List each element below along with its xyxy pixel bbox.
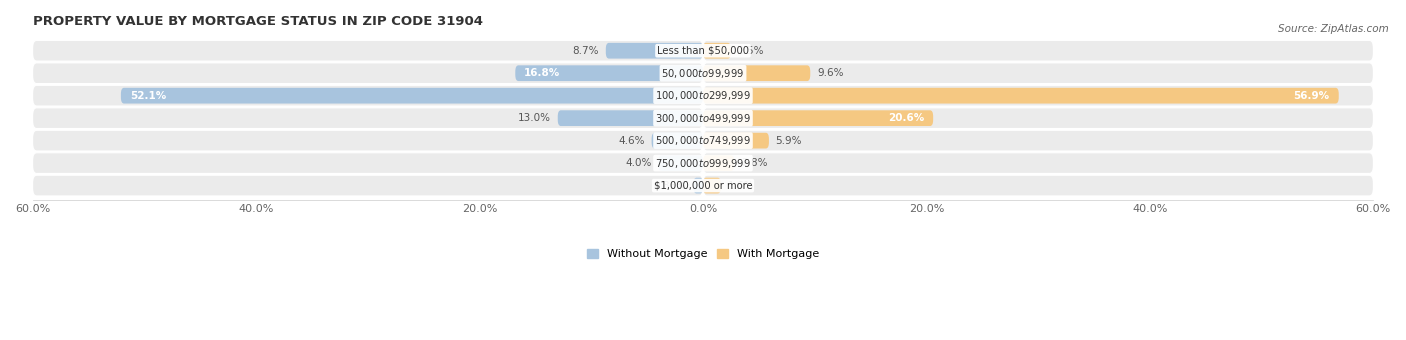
- FancyBboxPatch shape: [658, 155, 703, 171]
- Text: 56.9%: 56.9%: [1294, 91, 1330, 101]
- Text: $50,000 to $99,999: $50,000 to $99,999: [661, 67, 745, 80]
- FancyBboxPatch shape: [32, 63, 703, 84]
- Text: 2.8%: 2.8%: [741, 158, 768, 168]
- FancyBboxPatch shape: [703, 133, 769, 149]
- FancyBboxPatch shape: [651, 133, 703, 149]
- Text: $100,000 to $299,999: $100,000 to $299,999: [655, 89, 751, 102]
- FancyBboxPatch shape: [606, 43, 703, 58]
- FancyBboxPatch shape: [703, 43, 731, 58]
- Text: Source: ZipAtlas.com: Source: ZipAtlas.com: [1278, 24, 1389, 34]
- Text: 52.1%: 52.1%: [129, 91, 166, 101]
- FancyBboxPatch shape: [32, 153, 703, 173]
- FancyBboxPatch shape: [121, 88, 703, 104]
- Text: 2.5%: 2.5%: [738, 46, 763, 56]
- Text: 4.6%: 4.6%: [619, 136, 645, 146]
- Text: $1,000,000 or more: $1,000,000 or more: [654, 181, 752, 191]
- FancyBboxPatch shape: [703, 108, 1374, 129]
- FancyBboxPatch shape: [558, 110, 703, 126]
- FancyBboxPatch shape: [703, 175, 1374, 196]
- Legend: Without Mortgage, With Mortgage: Without Mortgage, With Mortgage: [582, 244, 824, 264]
- FancyBboxPatch shape: [703, 65, 810, 81]
- Text: 20.6%: 20.6%: [889, 113, 924, 123]
- Text: $750,000 to $999,999: $750,000 to $999,999: [655, 157, 751, 170]
- FancyBboxPatch shape: [703, 130, 1374, 151]
- Text: 1.6%: 1.6%: [727, 181, 754, 191]
- Text: 13.0%: 13.0%: [517, 113, 551, 123]
- FancyBboxPatch shape: [703, 63, 1374, 84]
- FancyBboxPatch shape: [703, 88, 1339, 104]
- Text: $500,000 to $749,999: $500,000 to $749,999: [655, 134, 751, 147]
- Text: 5.9%: 5.9%: [776, 136, 803, 146]
- Text: PROPERTY VALUE BY MORTGAGE STATUS IN ZIP CODE 31904: PROPERTY VALUE BY MORTGAGE STATUS IN ZIP…: [32, 15, 482, 28]
- Text: $300,000 to $499,999: $300,000 to $499,999: [655, 112, 751, 125]
- Text: 16.8%: 16.8%: [524, 68, 561, 78]
- FancyBboxPatch shape: [693, 178, 703, 193]
- FancyBboxPatch shape: [32, 85, 703, 106]
- FancyBboxPatch shape: [32, 130, 703, 151]
- Text: 4.0%: 4.0%: [626, 158, 651, 168]
- FancyBboxPatch shape: [703, 155, 734, 171]
- FancyBboxPatch shape: [32, 175, 703, 196]
- Text: 9.6%: 9.6%: [817, 68, 844, 78]
- FancyBboxPatch shape: [32, 108, 703, 129]
- Text: Less than $50,000: Less than $50,000: [657, 46, 749, 56]
- FancyBboxPatch shape: [703, 110, 934, 126]
- FancyBboxPatch shape: [515, 65, 703, 81]
- FancyBboxPatch shape: [703, 178, 721, 193]
- FancyBboxPatch shape: [703, 85, 1374, 106]
- Text: 8.7%: 8.7%: [572, 46, 599, 56]
- FancyBboxPatch shape: [32, 40, 703, 61]
- Text: 0.86%: 0.86%: [654, 181, 686, 191]
- FancyBboxPatch shape: [703, 40, 1374, 61]
- FancyBboxPatch shape: [703, 153, 1374, 173]
